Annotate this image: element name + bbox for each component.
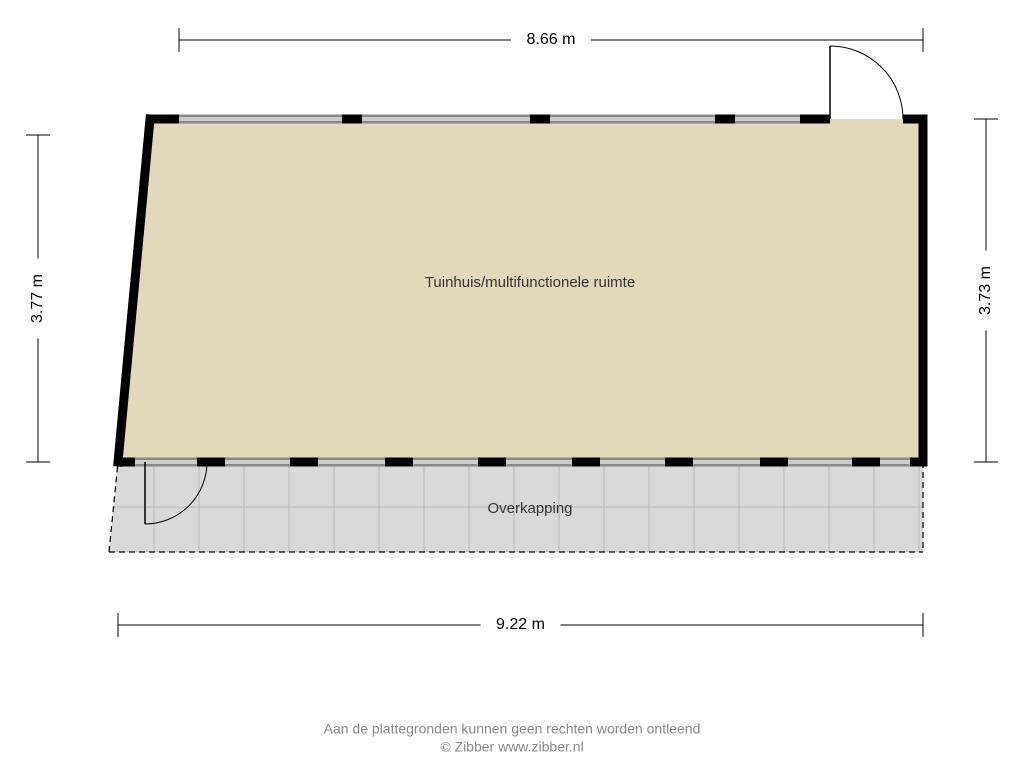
dimensions-bottom-label: 9.22 m (496, 616, 545, 633)
floorplan-canvas: Tuinhuis/multifunctionele ruimte Overkapp… (0, 0, 1024, 768)
main-room-label: Tuinhuis/multifunctionele ruimte (425, 274, 635, 291)
dimensions-right-label: 3.73 m (977, 266, 994, 315)
door-top-right-arc (830, 46, 903, 119)
dimensions-top-label: 8.66 m (527, 31, 576, 48)
dimensions-left-label: 3.77 m (29, 274, 46, 323)
footer-credit: © Zibber www.zibber.nl (440, 739, 583, 755)
overhang-label: Overkapping (487, 500, 572, 517)
footer-disclaimer: Aan de plattegronden kunnen geen rechten… (324, 721, 701, 737)
